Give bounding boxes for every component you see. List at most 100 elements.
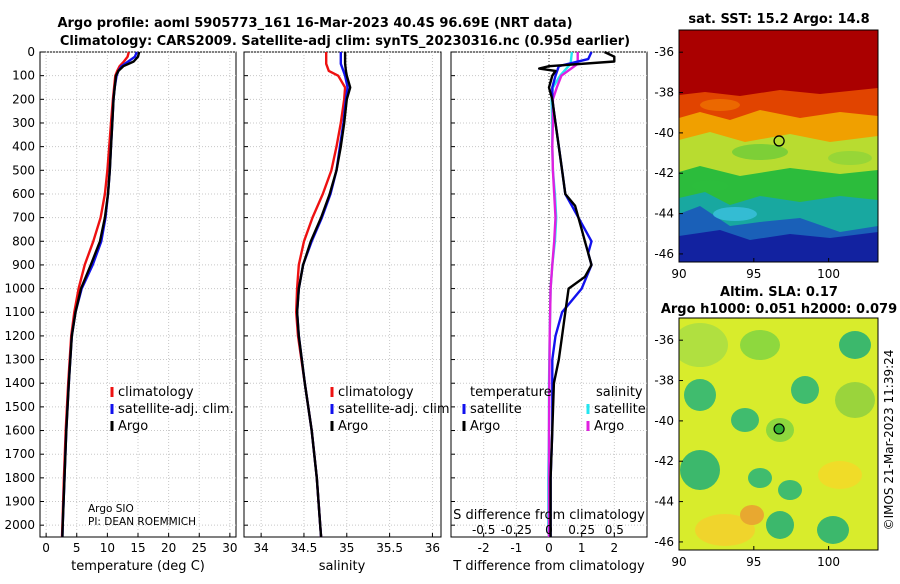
sla-map-title: Altim. SLA: 0.17 bbox=[720, 285, 838, 300]
difference-legend-temperature-argo-label: Argo bbox=[470, 419, 500, 434]
salinity-panel: 34 34.5 35 35.5 36 salinity climatology satelli… bbox=[243, 51, 454, 574]
sla-map-tick-label-lon: 95 bbox=[746, 555, 761, 569]
salinity-tick-label-x: 34 bbox=[253, 541, 268, 555]
sla-map-tick-label-lat: -42 bbox=[654, 454, 674, 468]
sla-argo-location-marker bbox=[773, 423, 785, 435]
sla-map-tick-label-lat: -46 bbox=[654, 535, 674, 549]
temperature-tick-label-x: 0 bbox=[42, 541, 50, 555]
sst-map-title: sat. SST: 15.2 Argo: 14.8 bbox=[688, 12, 869, 27]
sst-map-tick-label-lat: -42 bbox=[654, 166, 674, 180]
difference-legend-salinity-satellite-label: satellite bbox=[594, 402, 646, 417]
sla-map-tick-label-lat: -44 bbox=[654, 495, 674, 509]
difference-s-tick-label: 0.25 bbox=[568, 523, 595, 537]
depth-tick-label: 1600 bbox=[4, 424, 35, 438]
depth-tick-label: 1500 bbox=[4, 400, 35, 414]
depth-tick-label: 800 bbox=[12, 234, 35, 248]
t-difference-axis-label: T difference from climatology bbox=[452, 559, 645, 574]
difference-line-temperature-argo bbox=[538, 50, 616, 537]
salinity-legend-argo-label: Argo bbox=[338, 419, 368, 434]
depth-tick-label: 1800 bbox=[4, 471, 35, 485]
difference-line-salinity-argo bbox=[547, 52, 579, 537]
figure-title-line1: Argo profile: aoml 5905773_161 16-Mar-20… bbox=[57, 16, 572, 31]
temperature-axis-label: temperature (deg C) bbox=[71, 559, 205, 574]
depth-tick-label: 300 bbox=[12, 116, 35, 130]
sst-map-tick-label-lat: -38 bbox=[654, 86, 674, 100]
depth-tick-label: 600 bbox=[12, 187, 35, 201]
difference-s-tick-label: 0.5 bbox=[605, 523, 624, 537]
difference-line-temperature-satellite bbox=[549, 51, 593, 537]
difference-tick-label-x: 1 bbox=[578, 541, 586, 555]
depth-tick-label: 1100 bbox=[4, 305, 35, 319]
sla-map-tick-label-lat: -40 bbox=[654, 414, 674, 428]
difference-legend-salinity-argo-label: Argo bbox=[594, 419, 624, 434]
sla-map-tick-label-lat: -36 bbox=[654, 333, 674, 347]
difference-tick-label-x: 2 bbox=[611, 541, 619, 555]
difference-tick-label-x: -1 bbox=[510, 541, 522, 555]
temperature-plot-frame bbox=[39, 51, 237, 538]
sst-map-tick-label-lat: -40 bbox=[654, 126, 674, 140]
imos-timestamp-footer: ©IMOS 21-Mar-2023 11:39:24 bbox=[882, 350, 896, 531]
depth-tick-label: 900 bbox=[12, 258, 35, 272]
salinity-tick-label-x: 34.5 bbox=[291, 541, 318, 555]
temperature-line-argo bbox=[61, 51, 141, 538]
difference-tick-label-x: -2 bbox=[478, 541, 490, 555]
sst-map: sat. SST: 15.2 Argo: 14.8 90 95 100 -36 -38 -… bbox=[654, 12, 879, 281]
temperature-legend-climatology-label: climatology bbox=[118, 385, 194, 400]
temperature-tick-label-x: 5 bbox=[73, 541, 81, 555]
salinity-axis-label: salinity bbox=[319, 559, 366, 574]
depth-tick-label: 1300 bbox=[4, 353, 35, 367]
salinity-tick-label-x: 35 bbox=[339, 541, 354, 555]
sst-map-tick-label-lat: -36 bbox=[654, 45, 674, 59]
depth-tick-label: 500 bbox=[12, 163, 35, 177]
depth-tick-label: 700 bbox=[12, 211, 35, 225]
salinity-tick-label-x: 36 bbox=[425, 541, 440, 555]
credit-label: Argo SIO bbox=[88, 503, 134, 515]
difference-legend-header-temperature: temperature bbox=[470, 385, 552, 400]
salinity-legend-satellite-label: satellite-adj. clim. bbox=[338, 402, 454, 417]
s-difference-axis-label: S difference from climatology bbox=[453, 508, 645, 523]
difference-s-tick-label: 0 bbox=[545, 523, 553, 537]
difference-legend-temperature-satellite-label: satellite bbox=[470, 402, 522, 417]
salinity-line-argo bbox=[295, 52, 352, 538]
sst-map-tick-label-lat: -46 bbox=[654, 247, 674, 261]
depth-tick-label: 400 bbox=[12, 140, 35, 154]
difference-s-tick-label: -0.5 bbox=[472, 523, 495, 537]
depth-tick-label: 200 bbox=[12, 92, 35, 106]
sla-map-tick-label-lat: -38 bbox=[654, 374, 674, 388]
temperature-tick-label-x: 30 bbox=[222, 541, 237, 555]
difference-panel: -2 -1 0 1 2 -0.5 -0.25 0 0.25 0.5S difference fro… bbox=[450, 50, 648, 574]
salinity-legend-climatology-label: climatology bbox=[338, 385, 414, 400]
sst-map-tick-label-lon: 95 bbox=[746, 267, 761, 281]
pi-label: PI: DEAN ROEMMICH bbox=[88, 516, 196, 528]
difference-s-tick-label: -0.25 bbox=[501, 523, 532, 537]
temperature-tick-label-x: 20 bbox=[161, 541, 176, 555]
temperature-tick-label-x: 25 bbox=[192, 541, 207, 555]
sst-argo-location-marker bbox=[773, 135, 785, 147]
depth-tick-label: 1900 bbox=[4, 495, 35, 509]
depth-tick-label: 1200 bbox=[4, 329, 35, 343]
difference-tick-label-x: 0 bbox=[545, 541, 553, 555]
salinity-tick-label-x: 35.5 bbox=[376, 541, 403, 555]
depth-tick-label: 2000 bbox=[4, 518, 35, 532]
figure-title-line2: Climatology: CARS2009. Satellite-adj cli… bbox=[60, 34, 630, 49]
sst-map-tick-label-lat: -44 bbox=[654, 207, 674, 221]
sla-map: Altim. SLA: 0.17 Argo h1000: 0.051 h2000… bbox=[654, 285, 897, 569]
sla-map-tick-label-lon: 90 bbox=[671, 555, 686, 569]
temperature-legend-argo-label: Argo bbox=[118, 419, 148, 434]
difference-legend-header-salinity: salinity bbox=[596, 385, 643, 400]
temperature-panel: 0 5 10 15 20 25 300100200300400500600700800900… bbox=[4, 45, 237, 574]
temperature-tick-label-x: 10 bbox=[100, 541, 115, 555]
sla-map-tick-label-lon: 100 bbox=[817, 555, 840, 569]
depth-tick-label: 1400 bbox=[4, 376, 35, 390]
sla-map-subtitle: Argo h1000: 0.051 h2000: 0.079 bbox=[661, 302, 897, 317]
temperature-tick-label-x: 15 bbox=[130, 541, 145, 555]
depth-tick-label: 0 bbox=[27, 45, 35, 59]
temperature-legend-satellite-label: satellite-adj. clim. bbox=[118, 402, 234, 417]
sst-map-tick-label-lon: 90 bbox=[671, 267, 686, 281]
sst-map-tick-label-lon: 100 bbox=[817, 267, 840, 281]
depth-tick-label: 1000 bbox=[4, 282, 35, 296]
depth-tick-label: 100 bbox=[12, 69, 35, 83]
depth-tick-label: 1700 bbox=[4, 447, 35, 461]
